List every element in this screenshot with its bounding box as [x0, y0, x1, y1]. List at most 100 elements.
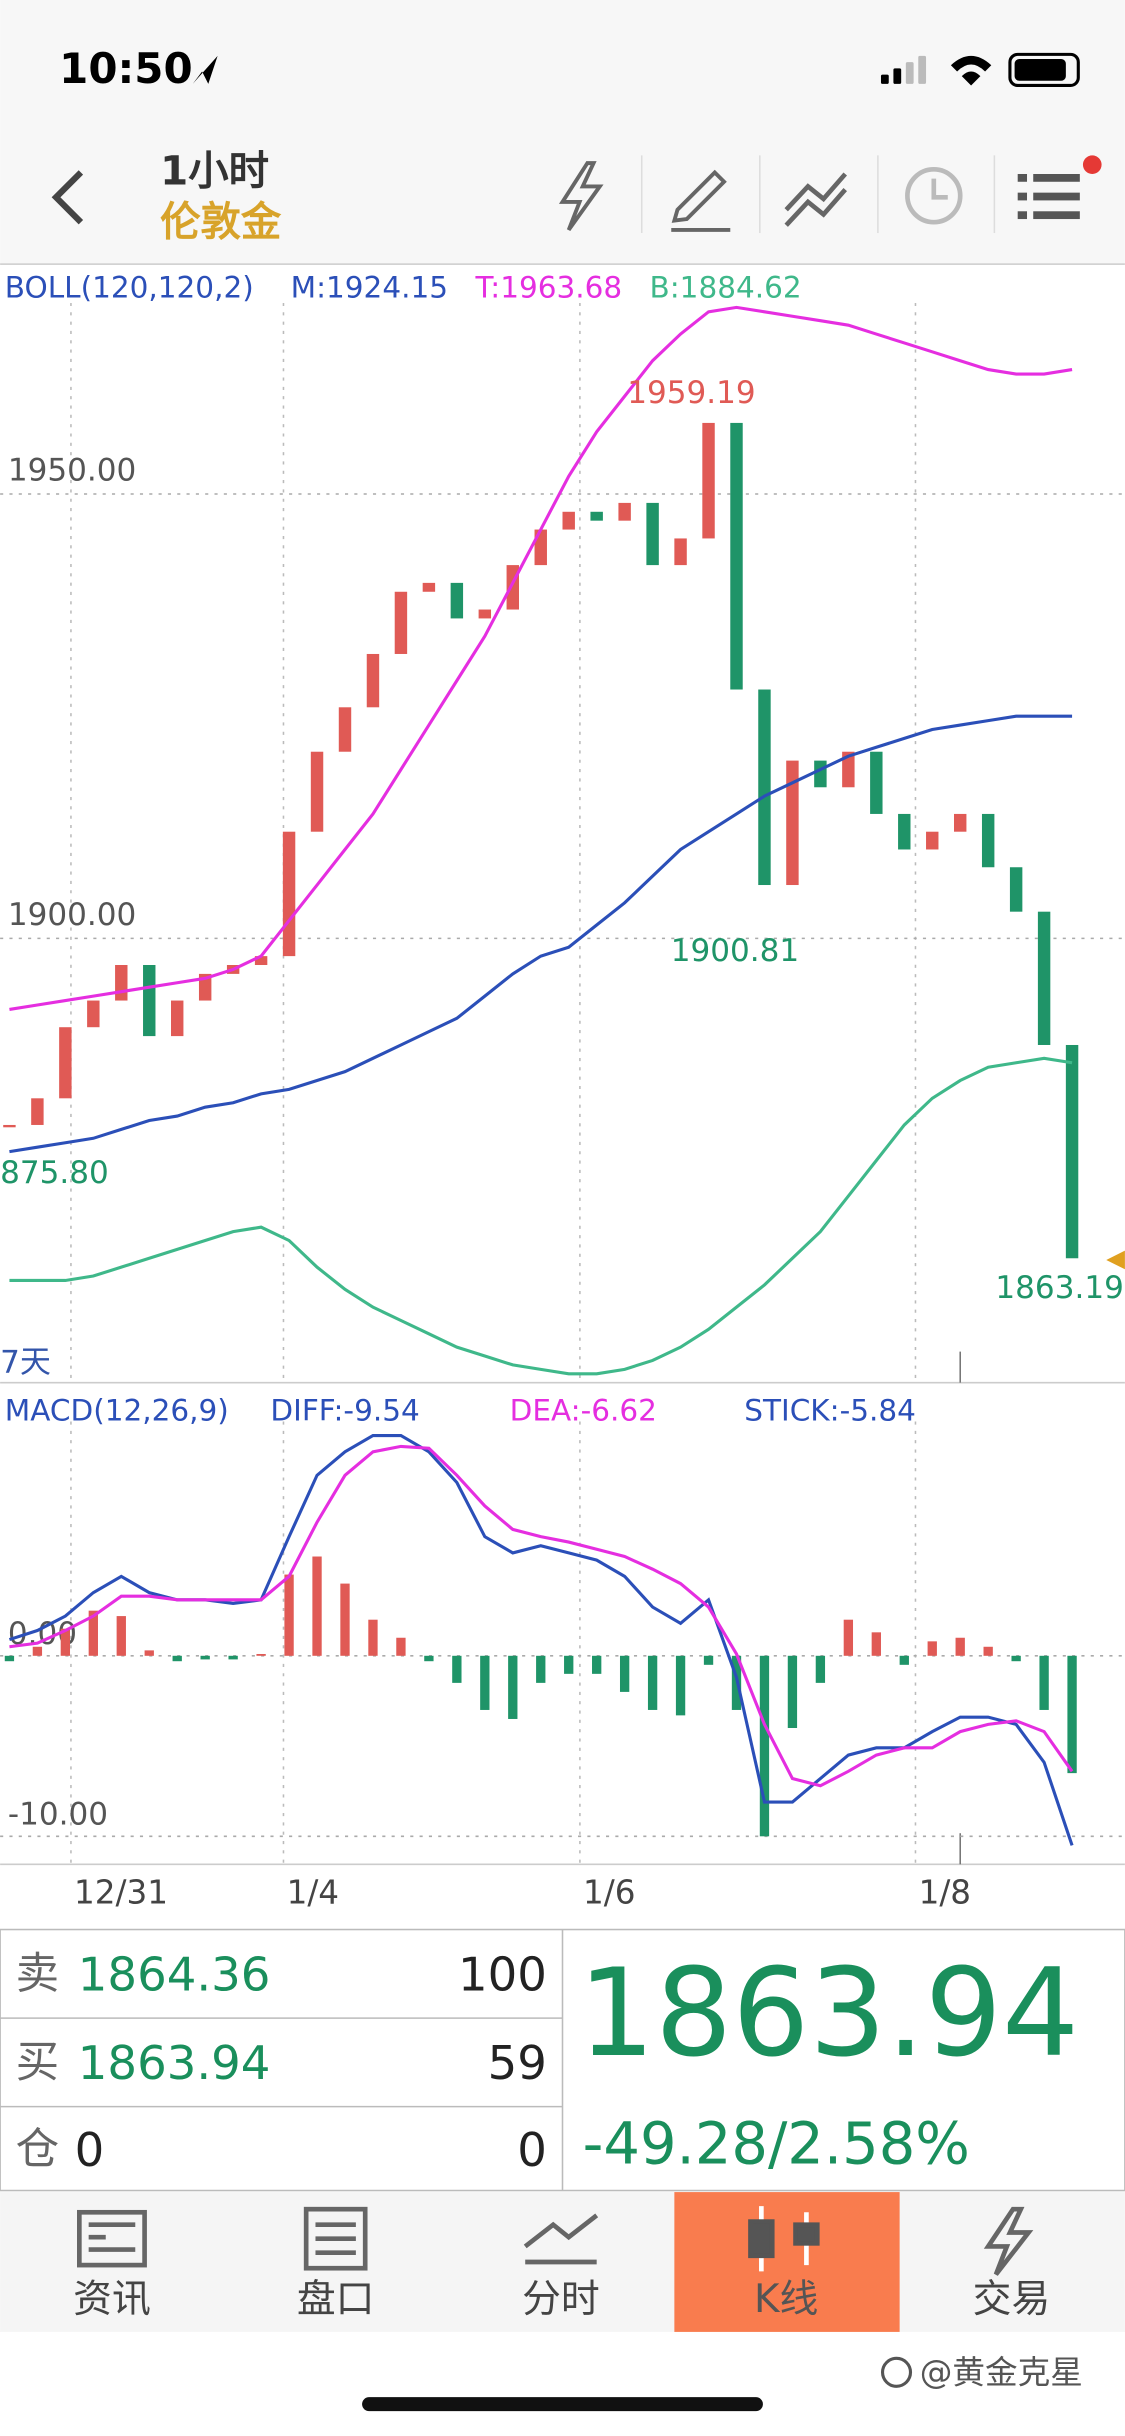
tab[interactable]: 盘口	[297, 2277, 375, 2322]
menu-icon[interactable]	[1017, 174, 1080, 220]
bid-volume: 59	[488, 2036, 547, 2090]
draw-icon[interactable]	[671, 169, 731, 232]
tab[interactable]: 资讯	[73, 2277, 151, 2322]
macd-stick	[787, 1655, 798, 1729]
macd-stick	[815, 1655, 826, 1683]
candle	[842, 751, 855, 788]
bid-price: 1863.94	[78, 2036, 271, 2090]
macd-stick	[144, 1650, 154, 1656]
x-tick-label: 1/4	[287, 1873, 339, 1911]
tab-icons	[77, 2206, 1034, 2276]
macd-stick	[32, 1646, 43, 1656]
candle	[898, 813, 911, 850]
macd-stick	[647, 1655, 658, 1710]
candle	[870, 751, 883, 814]
candle	[338, 707, 352, 752]
candle	[814, 760, 827, 788]
candle	[730, 422, 743, 690]
tab[interactable]: 交易	[973, 2277, 1051, 2322]
annotation: 1959.19	[627, 375, 755, 411]
candle	[59, 1027, 72, 1099]
macd-stick	[256, 1653, 266, 1656]
indicator-label: M:1924.15	[291, 270, 448, 304]
candle	[562, 511, 575, 530]
candle	[87, 1000, 100, 1028]
status-time: 10:50	[59, 44, 193, 93]
macd-line	[9, 1444, 1074, 1788]
candle	[198, 973, 212, 1001]
candle	[171, 1000, 184, 1037]
battery-icon	[1008, 52, 1080, 87]
macd-stick	[619, 1655, 630, 1692]
x-tick-label: 1/6	[583, 1873, 635, 1911]
annotation: 1900.81	[671, 933, 799, 969]
macd-stick	[703, 1655, 714, 1665]
tab[interactable]: K线	[754, 2277, 818, 2322]
macd-tick-label: -10.00	[8, 1797, 108, 1833]
position-right: 0	[517, 2123, 547, 2177]
indicator-label: T:1963.68	[474, 270, 622, 304]
macd-stick	[759, 1655, 770, 1837]
candle	[3, 1124, 16, 1128]
instrument-title[interactable]: 伦敦金	[160, 199, 282, 246]
macd-stick	[564, 1655, 574, 1674]
candle	[954, 813, 967, 832]
tab[interactable]: 分时	[522, 2277, 600, 2322]
macd-stick	[536, 1655, 546, 1683]
candle	[786, 760, 799, 886]
tab-selected-bg	[674, 2192, 900, 2332]
x-tick-label: 1/8	[919, 1873, 971, 1911]
location-icon	[192, 55, 218, 84]
battery-level	[1014, 59, 1066, 81]
lines-icon[interactable]	[784, 172, 848, 227]
macd-stick	[396, 1637, 406, 1656]
macd-stick	[284, 1574, 294, 1656]
x-tick-label: 12/31	[74, 1873, 168, 1911]
macd-stick	[424, 1655, 434, 1662]
candle	[702, 422, 715, 539]
candle	[143, 965, 156, 1037]
ask-label: 卖	[16, 1950, 60, 2000]
macd-line	[8, 1434, 1074, 1846]
indicator-label: B:1884.62	[650, 270, 802, 304]
clock-icon[interactable]	[905, 167, 963, 225]
boll-line	[9, 714, 1073, 1154]
wifi-icon	[950, 55, 992, 86]
period-title[interactable]: 1小时	[160, 147, 269, 194]
tabs: 资讯 盘口 分时 K线 交易	[73, 2277, 1050, 2322]
macd-stick	[4, 1655, 15, 1662]
y-tick-label: 1900.00	[8, 897, 136, 933]
macd-stick	[1067, 1655, 1077, 1774]
macd-indicator-label: STICK:-5.84	[744, 1394, 916, 1428]
macd-stick	[843, 1619, 854, 1656]
candle	[926, 831, 939, 850]
macd-stick	[955, 1637, 965, 1656]
marks: BOLL(120,120,2) M:1924.15 T:1963.68 B:1884.…	[0, 270, 1124, 1846]
candle	[674, 538, 687, 566]
candle	[115, 965, 128, 1001]
candle	[422, 582, 436, 592]
candle	[310, 751, 324, 832]
y-tick-label: 1950.00	[8, 453, 136, 489]
back-button[interactable]	[51, 170, 84, 225]
candle	[282, 831, 296, 957]
macd-stick	[508, 1655, 518, 1719]
annotation: 1863.19	[995, 1270, 1123, 1306]
indicator-label: BOLL(120,120,2)	[5, 270, 254, 304]
macd-stick	[88, 1610, 98, 1656]
macd-stick	[340, 1583, 350, 1656]
macd-stick	[200, 1655, 210, 1660]
candle	[1009, 867, 1023, 912]
macd-stick	[927, 1641, 937, 1656]
candle	[618, 502, 631, 521]
macd-stick	[228, 1655, 238, 1660]
macd-stick	[871, 1632, 881, 1656]
last-price: 1863.94	[578, 1943, 1079, 2084]
candle	[590, 511, 603, 521]
macd-stick	[452, 1655, 462, 1683]
flash-icon[interactable]	[558, 161, 604, 232]
macd-stick	[312, 1556, 322, 1656]
annotation: 7天	[0, 1344, 51, 1380]
